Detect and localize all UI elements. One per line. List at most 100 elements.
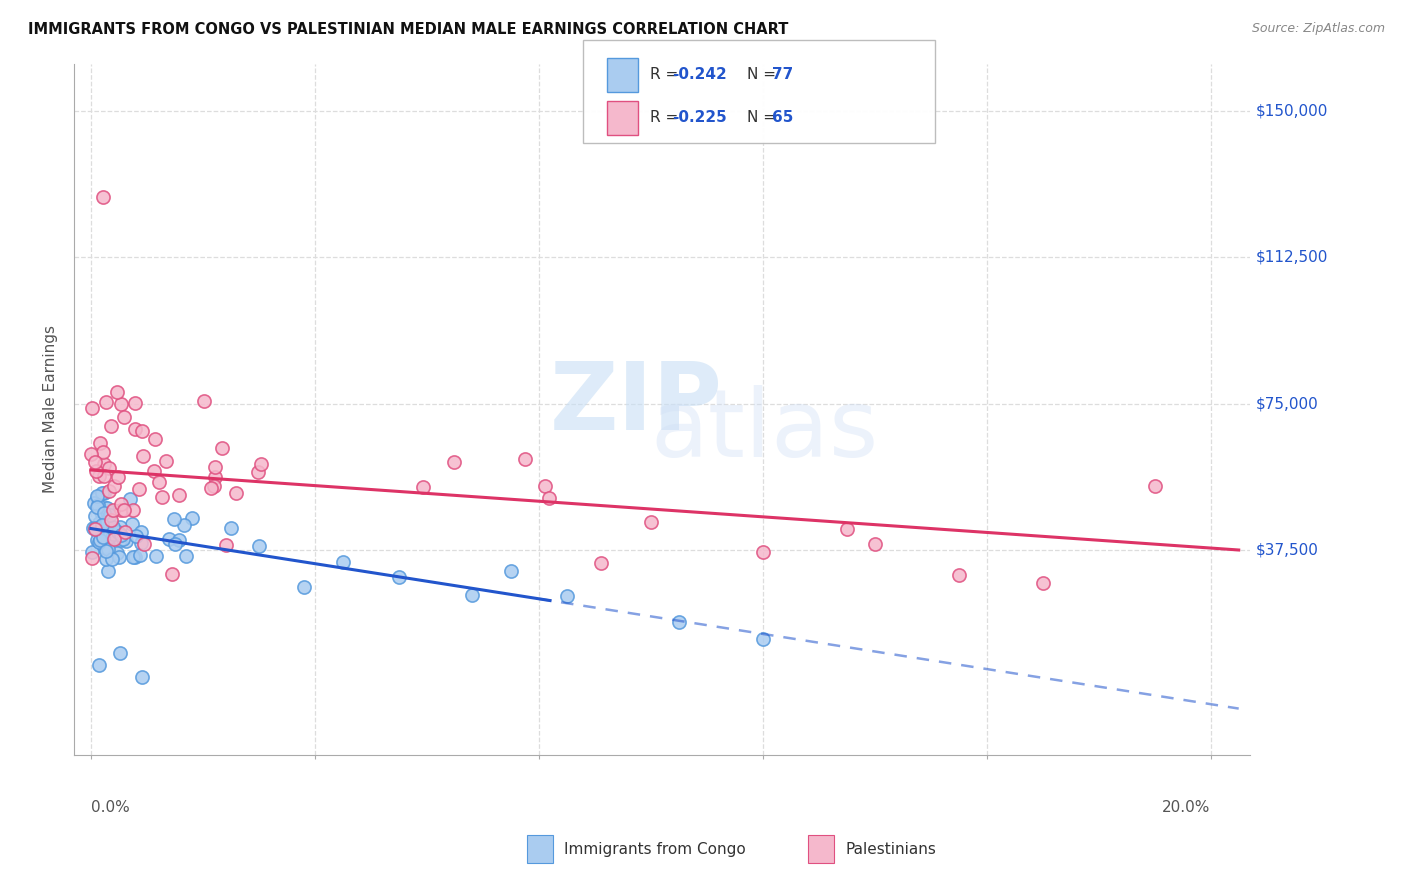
Point [84, 522, 107, 536]
Point [167, 488, 190, 502]
Point [87, 516, 110, 530]
Text: Source: ZipAtlas.com: Source: ZipAtlas.com [1251, 22, 1385, 36]
Point [103, 524, 125, 538]
Text: $75,000: $75,000 [1256, 396, 1319, 411]
Point [412, 480, 434, 494]
Point [89, 658, 111, 673]
Point [1032, 576, 1054, 591]
Point [97, 541, 120, 556]
Text: Palestinians: Palestinians [845, 842, 936, 856]
Point [91, 486, 114, 500]
Point [101, 532, 124, 546]
Point [86, 491, 108, 505]
Point [247, 539, 270, 553]
Point [80, 550, 103, 565]
Point [93, 457, 115, 471]
Point [86, 500, 108, 514]
Point [128, 482, 150, 496]
Point [211, 441, 233, 455]
Point [108, 533, 131, 547]
Point [121, 516, 143, 531]
Point [91, 525, 114, 540]
Point [129, 535, 152, 549]
Point [180, 511, 202, 525]
Point [443, 455, 465, 469]
Point [948, 567, 970, 582]
Point [103, 532, 125, 546]
Point [132, 537, 155, 551]
Point [94, 501, 117, 516]
Point [97, 564, 120, 578]
Point [80, 447, 103, 461]
Point [143, 433, 166, 447]
Point [124, 550, 146, 565]
Point [150, 490, 173, 504]
Point [91, 530, 114, 544]
Point [129, 548, 152, 562]
Point [148, 475, 170, 490]
Point [752, 545, 775, 559]
Point [120, 492, 142, 507]
Point [131, 670, 153, 684]
Text: -0.225: -0.225 [672, 111, 727, 125]
Point [97, 530, 120, 544]
Text: Immigrants from Congo: Immigrants from Congo [564, 842, 745, 856]
Point [752, 632, 775, 647]
Point [100, 513, 122, 527]
Text: $37,500: $37,500 [1256, 542, 1319, 558]
Text: 20.0%: 20.0% [1163, 800, 1211, 814]
Point [89, 535, 111, 549]
Point [90, 505, 112, 519]
Point [174, 549, 197, 563]
Point [105, 546, 128, 560]
Point [155, 454, 177, 468]
Text: ZIP: ZIP [550, 358, 723, 450]
Text: N =: N = [747, 111, 780, 125]
Point [111, 532, 134, 546]
Text: -0.242: -0.242 [672, 68, 727, 82]
Point [1143, 479, 1166, 493]
Point [93, 540, 115, 554]
Point [129, 524, 152, 539]
Point [100, 418, 122, 433]
Point [82, 401, 104, 415]
Point [108, 549, 131, 564]
Point [200, 481, 222, 495]
Point [108, 520, 131, 534]
Y-axis label: Median Male Earnings: Median Male Earnings [44, 326, 58, 493]
Text: N =: N = [747, 68, 780, 82]
Point [89, 469, 111, 483]
Point [173, 518, 195, 533]
Point [89, 436, 111, 450]
Point [157, 532, 180, 546]
Point [107, 470, 129, 484]
Point [91, 518, 114, 533]
Point [93, 507, 115, 521]
Point [668, 615, 690, 630]
Text: 0.0%: 0.0% [91, 800, 129, 814]
Point [219, 521, 242, 535]
Point [114, 525, 136, 540]
Point [160, 566, 183, 581]
Point [122, 503, 145, 517]
Point [124, 396, 146, 410]
Point [91, 445, 114, 459]
Text: 77: 77 [772, 68, 793, 82]
Point [96, 516, 118, 530]
Point [640, 515, 662, 529]
Point [112, 502, 135, 516]
Point [101, 520, 124, 534]
Point [103, 479, 125, 493]
Point [96, 500, 118, 515]
Point [97, 483, 120, 498]
Point [110, 503, 132, 517]
Point [131, 425, 153, 439]
Point [204, 470, 226, 484]
Point [863, 537, 886, 551]
Point [86, 489, 108, 503]
Point [835, 522, 858, 536]
Text: atlas: atlas [651, 385, 879, 477]
Point [98, 508, 121, 522]
Point [83, 455, 105, 469]
Text: IMMIGRANTS FROM CONGO VS PALESTINIAN MEDIAN MALE EARNINGS CORRELATION CHART: IMMIGRANTS FROM CONGO VS PALESTINIAN MED… [28, 22, 789, 37]
